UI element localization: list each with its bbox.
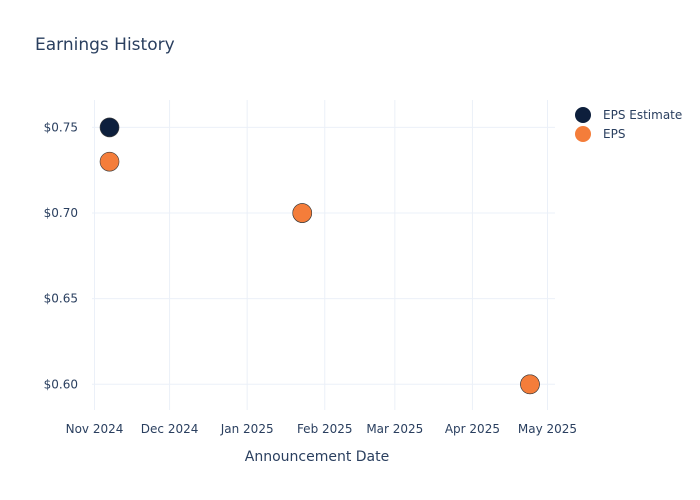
legend-label: EPS Estimate: [603, 108, 682, 122]
x-tick-label: Jan 2025: [220, 422, 274, 436]
eps-point[interactable]: [292, 203, 313, 223]
eps-estimate-point[interactable]: [99, 117, 120, 138]
x-tick-label: Feb 2025: [297, 422, 353, 436]
x-tick-label: Nov 2024: [66, 422, 124, 436]
legend-item[interactable]: EPS: [575, 126, 625, 142]
data-points: [99, 117, 540, 395]
x-tick-label: Dec 2024: [141, 422, 199, 436]
y-tick-label: $0.65: [44, 292, 78, 306]
eps-point[interactable]: [99, 151, 120, 172]
legend[interactable]: EPS Estimate EPS: [575, 107, 682, 142]
legend-marker: [575, 107, 591, 123]
y-tick-label: $0.60: [44, 377, 78, 391]
x-axis-title: Announcement Date: [245, 449, 389, 465]
y-tick-label: $0.70: [44, 206, 78, 220]
x-tick-label: Mar 2025: [366, 422, 423, 436]
legend-marker: [575, 126, 591, 142]
y-axis-ticks: $0.60 $0.65 $0.70 $0.75: [44, 120, 78, 391]
x-tick-label: Apr 2025: [445, 422, 500, 436]
eps-point[interactable]: [520, 374, 540, 395]
x-tick-label: May 2025: [518, 422, 577, 436]
grid-layer: [92, 100, 555, 410]
legend-item[interactable]: EPS Estimate: [575, 107, 682, 123]
legend-label: EPS: [603, 127, 625, 141]
y-tick-label: $0.75: [44, 120, 78, 134]
x-axis-ticks: Nov 2024 Dec 2024 Jan 2025 Feb 2025 Mar 2025…: [66, 422, 577, 436]
chart-title: Earnings History: [35, 35, 175, 55]
